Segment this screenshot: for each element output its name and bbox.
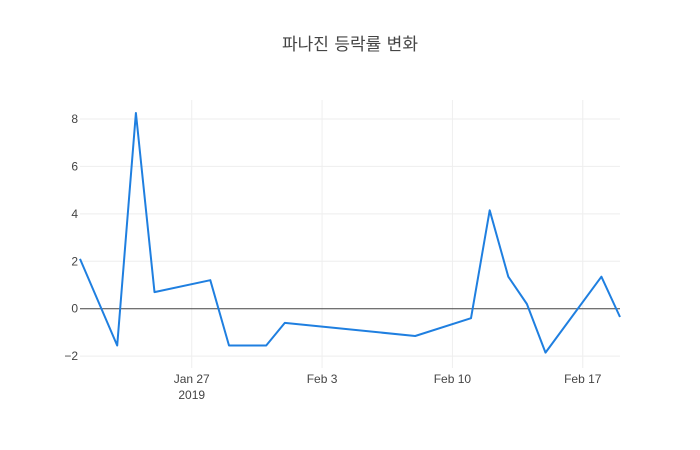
x-tick-label: Feb 10 <box>434 372 472 386</box>
y-tick-label: 8 <box>71 112 78 126</box>
x-axis-ticks: Jan 27 2019 Feb 3 Feb 10 Feb 17 <box>174 372 602 402</box>
y-tick-label: 0 <box>71 302 78 316</box>
data-point[interactable] <box>207 277 213 283</box>
data-point[interactable] <box>524 301 530 307</box>
data-point[interactable] <box>77 256 83 262</box>
data-point[interactable] <box>133 110 139 116</box>
data-point[interactable] <box>152 289 158 295</box>
y-tick-label: 6 <box>71 159 78 173</box>
y-axis-ticks: −2 0 2 4 6 8 <box>64 112 78 363</box>
y-tick-label: −2 <box>64 349 78 363</box>
y-tick-label: 2 <box>71 254 78 268</box>
data-point[interactable] <box>412 333 418 339</box>
data-point[interactable] <box>263 343 269 349</box>
x-tick-label: Jan 27 <box>174 372 210 386</box>
data-point[interactable] <box>543 350 549 356</box>
data-point[interactable] <box>487 207 493 213</box>
data-point[interactable] <box>617 314 623 320</box>
data-point[interactable] <box>468 315 474 321</box>
series-line <box>79 112 621 354</box>
data-point[interactable] <box>505 274 511 280</box>
x-tick-sublabel: 2019 <box>178 388 205 402</box>
data-point[interactable] <box>282 320 288 326</box>
data-point[interactable] <box>114 343 120 349</box>
y-tick-label: 4 <box>71 207 78 221</box>
grid-lines <box>80 100 620 368</box>
x-tick-label: Feb 17 <box>564 372 602 386</box>
x-tick-label: Feb 3 <box>307 372 338 386</box>
data-point[interactable] <box>226 343 232 349</box>
series-layer <box>77 110 623 356</box>
data-point[interactable] <box>598 274 604 280</box>
chart-title: 파나진 등락률 변화 <box>282 35 418 55</box>
